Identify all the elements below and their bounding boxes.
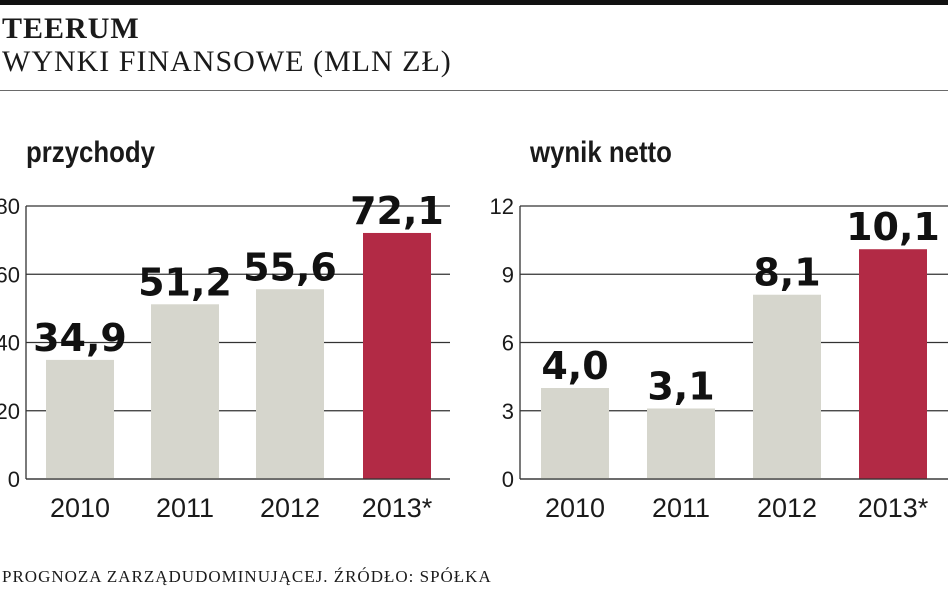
revenue-y-tick-label: 40 — [0, 331, 20, 356]
revenue-y-tick-label: 20 — [0, 399, 20, 424]
revenue-bar — [46, 359, 114, 479]
chart-subtitle: WYNKI FINANSOWE (MLN ZŁ) — [2, 45, 452, 78]
net-income-y-tick-label: 0 — [502, 467, 514, 492]
revenue-chart-title: przychody — [26, 136, 156, 169]
revenue-x-tick-label: 2012 — [260, 493, 320, 523]
net-income-value-label: 3,1 — [647, 364, 714, 408]
revenue-y-tick-label: 0 — [8, 467, 20, 492]
net-income-x-tick-label: 2012 — [757, 493, 817, 523]
net-income-y-tick-label: 9 — [502, 262, 514, 287]
net-income-y-tick-label: 12 — [490, 194, 514, 219]
revenue-value-label: 51,2 — [138, 260, 232, 304]
top-bar — [0, 0, 948, 5]
company-name: TEERUM — [2, 12, 140, 45]
net-income-value-label: 8,1 — [753, 251, 820, 295]
net-income-bar — [647, 408, 715, 479]
revenue-value-label: 72,1 — [350, 189, 444, 233]
footnote: PROGNOZA ZARZĄDUDOMINUJĄCEJ. ŹRÓDŁO: SPÓ… — [2, 567, 492, 586]
net-income-bar — [859, 249, 927, 479]
revenue-y-tick-label: 60 — [0, 262, 20, 287]
header-divider — [0, 90, 948, 91]
net-income-chart-title: wynik netto — [530, 136, 672, 169]
revenue-value-label: 34,9 — [33, 316, 127, 360]
revenue-bar — [151, 304, 219, 479]
net-income-value-label: 4,0 — [541, 344, 608, 388]
net-income-x-tick-label: 2013* — [858, 493, 929, 523]
net-income-x-tick-label: 2010 — [545, 493, 605, 523]
net-income-bar — [753, 294, 821, 479]
net-income-value-label: 10,1 — [846, 205, 940, 249]
net-income-bar — [541, 388, 609, 479]
net-income-y-tick-label: 6 — [502, 331, 514, 356]
revenue-value-label: 55,6 — [243, 245, 337, 289]
revenue-bar — [256, 289, 324, 479]
revenue-x-tick-label: 2010 — [50, 493, 110, 523]
net-income-y-tick-label: 3 — [502, 399, 514, 424]
revenue-y-tick-label: 80 — [0, 194, 20, 219]
revenue-x-tick-label: 2011 — [156, 493, 214, 523]
revenue-x-tick-label: 2013* — [362, 493, 433, 523]
net-income-x-tick-label: 2011 — [652, 493, 710, 523]
revenue-bar — [363, 232, 431, 479]
